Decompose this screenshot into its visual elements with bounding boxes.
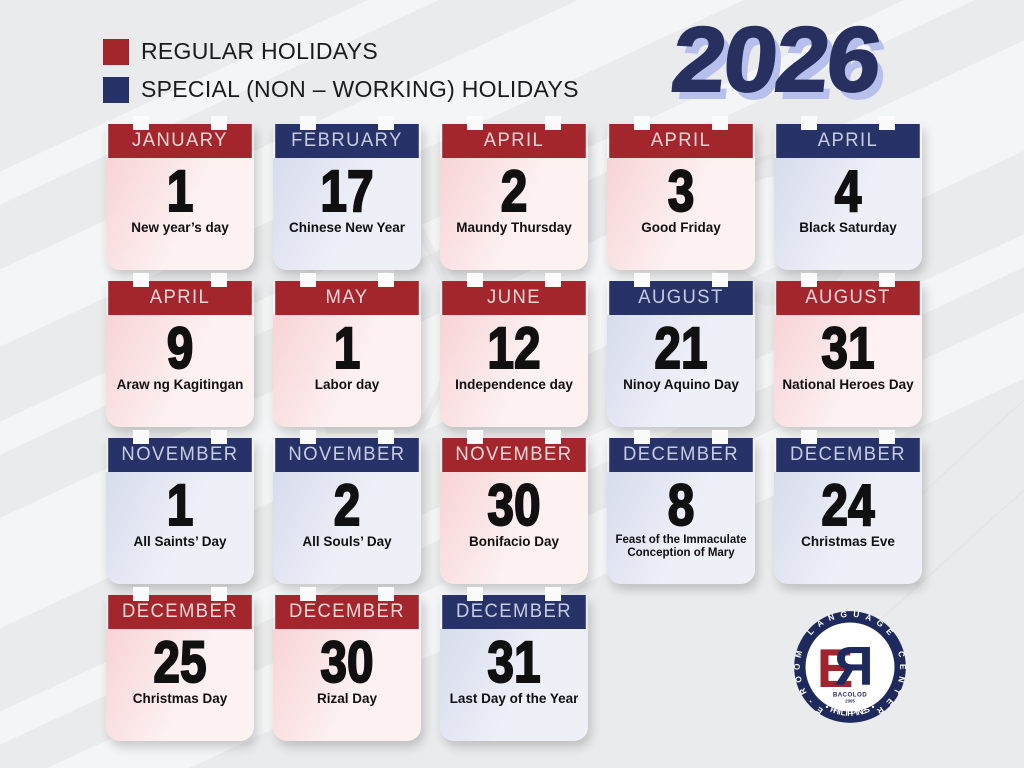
- svg-text:G: G: [840, 609, 848, 620]
- svg-text:2005: 2005: [845, 699, 855, 704]
- svg-text:E: E: [898, 664, 908, 670]
- svg-text:U: U: [853, 609, 860, 620]
- svg-text:C: C: [896, 650, 907, 658]
- svg-text:O: O: [792, 663, 802, 670]
- svg-text:BACOLOD: BACOLOD: [833, 691, 867, 698]
- svg-text:R: R: [834, 635, 874, 697]
